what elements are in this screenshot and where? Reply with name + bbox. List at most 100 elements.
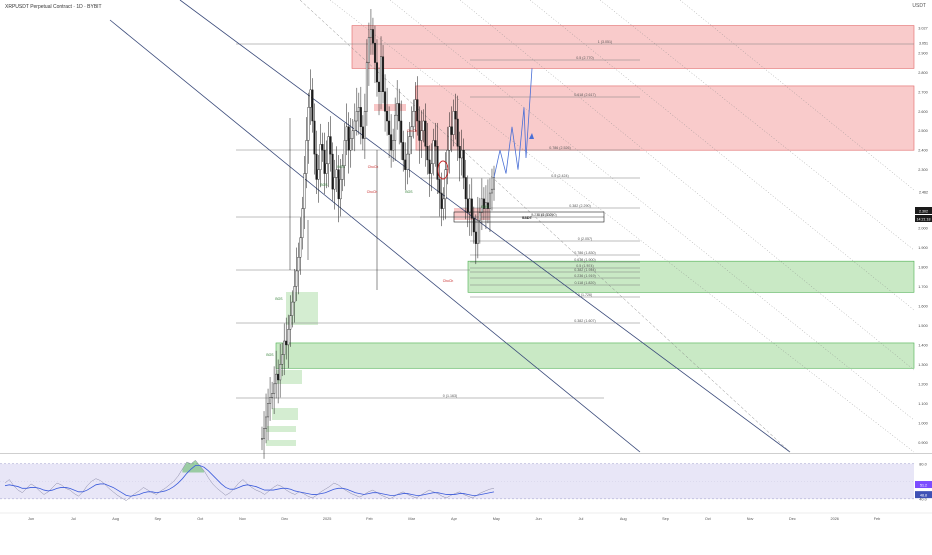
- candle-body: [384, 91, 387, 112]
- candle-body: [470, 198, 473, 219]
- demand-block: [266, 426, 296, 432]
- candle-body: [406, 153, 409, 170]
- candle-body: [448, 126, 451, 151]
- candle-body: [466, 198, 469, 213]
- candle-body: [321, 144, 324, 151]
- candle-body: [388, 120, 391, 135]
- price-tick-label: 1.500: [918, 324, 928, 328]
- trendline: [179, 0, 791, 453]
- x-tick-label: Aug: [112, 517, 119, 521]
- price-tick-label: 2.000: [918, 227, 928, 231]
- level-label: 1 (3.051): [598, 40, 612, 44]
- candle-body: [267, 403, 270, 418]
- candle-body: [424, 120, 427, 147]
- candle-body: [355, 111, 358, 122]
- candle-body: [281, 354, 284, 365]
- price-tick-label: 1.600: [918, 304, 928, 308]
- candle-body: [313, 120, 316, 155]
- price-badge-text: 3.051: [919, 41, 928, 45]
- x-tick-label: 2025: [323, 517, 331, 521]
- annotation-label: S3DT: [522, 215, 533, 220]
- candle-body: [490, 188, 493, 194]
- candle-body: [468, 198, 471, 213]
- trendline: [679, 0, 915, 191]
- zone-label: ChoCh: [368, 165, 379, 169]
- candle-body: [277, 373, 280, 381]
- level-label: 0.786 (2.526): [549, 146, 570, 150]
- rsi-badge: [915, 491, 932, 499]
- x-tick-label: Sep: [155, 517, 162, 521]
- candle-body: [265, 416, 268, 429]
- x-tick-label: Aug: [620, 517, 627, 521]
- candle-body: [472, 218, 475, 233]
- candle-body: [418, 120, 421, 141]
- candle-body: [386, 111, 389, 122]
- level-label: 0 (2.057): [578, 237, 592, 241]
- candle-body: [450, 126, 453, 135]
- candle-body: [480, 198, 483, 213]
- candle-body: [412, 111, 415, 128]
- x-tick-label: Dec: [789, 517, 796, 521]
- candle-body: [390, 134, 393, 151]
- price-badge: [915, 215, 932, 222]
- price-tick-label: 2.400: [918, 149, 928, 153]
- candle-body: [261, 438, 264, 440]
- candle-body: [325, 163, 328, 174]
- level-label: 0.5 (2.770): [576, 56, 593, 60]
- level-label: 0.5 (1.974): [576, 264, 593, 268]
- candle-body: [285, 340, 288, 346]
- price-tick-label: 1.700: [918, 285, 928, 289]
- level-label: 0.118 (1.820): [574, 281, 595, 285]
- price-tick-label: 0.900: [918, 441, 928, 445]
- candle-body: [456, 118, 459, 147]
- candle-body: [297, 257, 300, 272]
- level-label: 0 (1.726): [578, 293, 592, 297]
- candle-body: [452, 111, 455, 135]
- candle-body: [357, 107, 360, 112]
- candle-body: [347, 126, 350, 151]
- candle-body: [307, 107, 310, 141]
- rsi-overbought-fill: [182, 460, 205, 473]
- candle-body: [442, 198, 445, 209]
- candle-body: [315, 153, 318, 180]
- rsi-tick-label: 40.0: [919, 497, 926, 501]
- rsi-tick-label: 80.0: [919, 462, 926, 466]
- candle-body: [279, 364, 282, 381]
- candle-body: [486, 202, 489, 209]
- candle-body: [414, 99, 417, 112]
- level-label: 0.236 (2.300): [531, 213, 552, 217]
- candle-body: [363, 111, 366, 139]
- candle-body: [416, 99, 419, 122]
- candle-body: [476, 220, 479, 244]
- candle-body: [369, 29, 372, 38]
- candle-body: [353, 120, 356, 131]
- x-tick-label: Apr: [451, 517, 458, 521]
- candle-body: [420, 130, 423, 141]
- price-tick-label: 2.700: [918, 90, 928, 94]
- candle-body: [351, 130, 354, 139]
- annotation-box: [453, 211, 605, 223]
- candle-body: [436, 146, 439, 180]
- level-label: 0 (1.163): [443, 394, 457, 398]
- candle-body: [283, 340, 286, 355]
- candle-body: [392, 140, 395, 151]
- demand-block: [276, 370, 302, 384]
- candle-body: [400, 120, 403, 143]
- price-badge-text: 2.302: [919, 209, 928, 213]
- rsi-badge-text: 48.8: [920, 493, 927, 497]
- demand-zone: [467, 260, 915, 293]
- price-tick-label: 3.027: [918, 27, 928, 31]
- candle-body: [323, 149, 326, 174]
- candle-body: [361, 126, 364, 139]
- candle-body: [287, 329, 290, 346]
- candle-body: [327, 136, 330, 165]
- rsi-ma-line: [4, 465, 495, 497]
- price-tick-label: 2.900: [918, 51, 928, 55]
- supply-block: [374, 104, 406, 111]
- x-tick-label: May: [493, 517, 500, 521]
- currency-label: USDT: [912, 3, 926, 9]
- price-tick-label: 1.800: [918, 266, 928, 270]
- candle-body: [378, 81, 381, 92]
